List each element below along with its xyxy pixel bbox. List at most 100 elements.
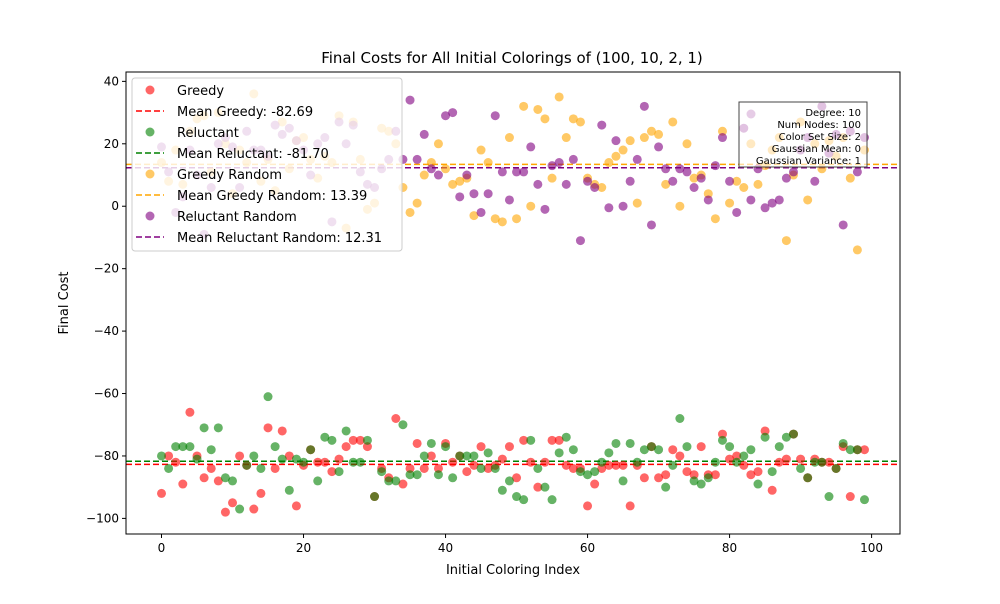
point-s1-68: [639, 445, 649, 455]
point-s1-69: [646, 442, 656, 452]
point-s0-26: [341, 442, 351, 452]
point-s1-90: [796, 463, 806, 473]
point-s2-66: [625, 136, 635, 146]
point-s2-79: [717, 126, 727, 136]
point-s1-34: [398, 420, 408, 430]
point-s1-45: [476, 463, 486, 473]
point-s1-89: [788, 429, 798, 439]
point-s1-44: [469, 451, 479, 461]
legend-mean-label-1: Mean Reluctant: -81.70: [177, 147, 329, 162]
point-s1-37: [419, 451, 429, 461]
point-s1-48: [497, 485, 507, 495]
point-s2-91: [803, 195, 813, 205]
legend-box: [131, 77, 403, 252]
point-s1-24: [327, 435, 337, 445]
point-s3-55: [547, 161, 557, 171]
y-tick-label: 0: [111, 199, 119, 213]
point-s1-83: [746, 445, 756, 455]
point-s0-78: [710, 470, 720, 480]
point-s3-38: [426, 164, 436, 174]
point-s3-44: [469, 189, 479, 199]
point-s3-64: [611, 136, 621, 146]
point-s0-48: [497, 454, 507, 464]
point-s3-72: [668, 176, 678, 186]
point-s2-84: [753, 179, 763, 189]
point-s3-52: [526, 142, 536, 152]
point-s3-36: [412, 154, 422, 164]
point-s1-40: [441, 442, 451, 452]
point-s2-59: [575, 117, 585, 127]
point-s1-71: [661, 482, 671, 492]
point-s3-35: [405, 95, 415, 105]
point-s1-95: [831, 463, 841, 473]
point-s3-51: [519, 167, 529, 177]
point-s2-51: [519, 101, 529, 111]
point-s0-1: [164, 451, 174, 461]
point-s0-16: [270, 463, 280, 473]
info-line-num-nodes: Num Nodes: 100: [777, 120, 861, 131]
point-s0-55: [547, 435, 557, 445]
point-s1-27: [348, 457, 358, 467]
point-s0-0: [157, 488, 167, 498]
point-s3-50: [512, 167, 522, 177]
legend-mean-label-3: Mean Reluctant Random: 12.31: [177, 231, 382, 246]
point-s1-62: [597, 457, 607, 467]
point-s1-53: [533, 463, 543, 473]
point-s0-81: [732, 451, 742, 461]
point-s1-4: [185, 442, 195, 452]
data-points: [157, 89, 869, 517]
point-s0-53: [533, 482, 543, 492]
legend-label-3: Reluctant Random: [177, 210, 297, 225]
point-s1-73: [675, 414, 685, 423]
point-s2-40: [441, 164, 451, 174]
point-s1-81: [732, 457, 742, 467]
point-s2-74: [682, 139, 692, 149]
point-s0-57: [561, 460, 571, 470]
point-s3-76: [696, 173, 706, 183]
point-s1-47: [490, 463, 500, 473]
point-s3-67: [632, 154, 642, 164]
point-s1-49: [504, 476, 514, 486]
point-s0-33: [391, 414, 401, 423]
point-s3-92: [810, 176, 820, 186]
point-s0-50: [512, 473, 522, 483]
point-s2-71: [661, 179, 671, 189]
point-s0-61: [590, 479, 600, 489]
point-s3-68: [639, 101, 649, 111]
point-s3-45: [476, 207, 486, 217]
point-s2-72: [668, 117, 678, 127]
point-s0-65: [618, 460, 628, 470]
point-s0-75: [689, 470, 699, 480]
point-s3-71: [661, 164, 671, 174]
point-s0-72: [668, 445, 678, 455]
point-s1-11: [235, 504, 245, 514]
point-s2-45: [476, 145, 486, 155]
point-s2-36: [412, 198, 422, 208]
point-s0-36: [412, 438, 422, 448]
point-s1-8: [213, 423, 223, 433]
point-s1-67: [632, 457, 642, 467]
point-s0-27: [348, 435, 358, 445]
point-s0-86: [767, 485, 777, 495]
point-s1-33: [391, 476, 401, 486]
legend-label-0: Greedy: [177, 84, 224, 99]
point-s1-1: [164, 463, 174, 473]
point-s3-41: [448, 108, 458, 118]
point-s2-47: [490, 214, 500, 224]
point-s0-79: [717, 429, 727, 439]
point-s0-76: [696, 442, 706, 452]
point-s3-48: [497, 167, 507, 177]
point-s1-65: [618, 476, 628, 486]
point-s1-7: [206, 445, 216, 455]
point-s0-73: [675, 451, 685, 461]
point-s1-61: [590, 467, 600, 477]
point-s0-68: [639, 473, 649, 483]
point-s1-2: [171, 442, 181, 452]
point-s0-66: [625, 501, 635, 511]
point-s0-14: [256, 488, 266, 498]
point-s3-66: [625, 176, 635, 186]
point-s1-36: [412, 470, 422, 480]
point-s3-75: [689, 183, 699, 192]
point-s1-92: [810, 457, 820, 467]
